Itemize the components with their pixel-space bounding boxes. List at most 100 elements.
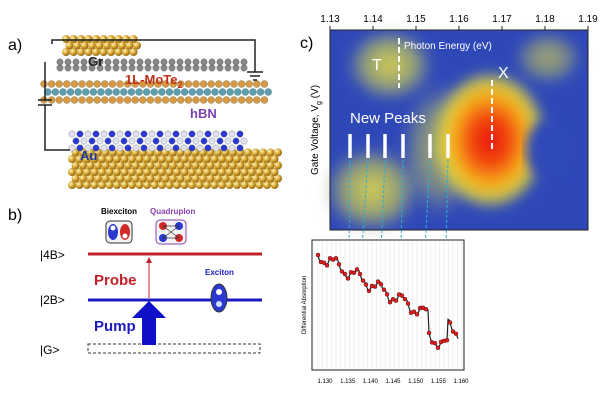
au-atom [84,35,93,43]
axis-title: Differential Absorption [302,276,308,335]
tick-label: 1.130 [317,379,333,385]
au-atom [206,174,215,183]
au-atom [90,155,99,163]
au-atom [251,174,260,183]
hbn-atom [132,144,140,152]
au-atom [135,168,144,176]
graphene-atom [96,58,104,66]
peak-label: X [498,65,509,82]
hbn-atom [212,130,220,138]
mote-atom [199,80,208,88]
au-atom [75,155,84,163]
graphene-atom [168,58,176,66]
hbn-atom [184,137,192,145]
mote-atom [146,80,155,88]
hbn-atom [176,137,184,145]
au-atom [113,168,121,176]
mote-atom [139,80,147,88]
hbn-atom [124,130,132,138]
au-atom [270,155,279,163]
au-atom [71,174,80,183]
spectrum-point [426,330,432,336]
spectrum-point [321,260,327,265]
hbn-atom [216,137,224,145]
au-atom [69,48,78,56]
mote-atom [59,88,67,96]
spectrum-point [345,276,351,281]
hbn-atom [104,137,112,145]
au-atom [77,48,85,56]
hbn-atom [188,144,196,152]
au-atom [110,41,119,50]
spectrum-point [339,269,345,274]
mote-atom [260,96,269,104]
au-atom [169,174,177,183]
au-atom [244,174,252,183]
spectrum-point [360,278,366,283]
au-atom [154,161,162,170]
mote-atom [135,88,143,96]
hbn-atom [140,144,148,152]
hbn-atom [124,144,132,152]
au-atom [101,161,110,170]
hbn-atom [168,137,176,145]
level-label: |G> [40,343,59,357]
tick-label: 1.18 [535,14,555,25]
au-atom [240,181,249,189]
spectrum-point [315,252,321,258]
wire [44,62,70,151]
au-atom [120,168,129,176]
mote-atom [142,88,151,96]
hbn-atom [160,137,168,145]
au-atom [259,148,267,157]
inset-axis: 1.130 1.135 1.140 1.145 1.150 1.155 1.160 [317,379,469,385]
au-atom [84,48,93,56]
mote-atom [85,80,94,88]
quadruplon-icon [155,219,187,245]
mote-atom [154,96,162,104]
au-atom [263,181,271,189]
au-atom [133,41,141,50]
graphene-atom [128,64,136,72]
au-atom [90,181,99,189]
mote-atom [169,96,177,104]
panel-label: c) [300,35,313,52]
mote-atom [203,88,212,96]
spectrum-point [399,293,405,298]
hbn-atom [100,130,108,138]
mote-atom [70,80,79,88]
mote-atom [192,96,200,104]
au-atom [233,155,241,163]
mote-atom [55,80,63,88]
mote-atom [196,88,204,96]
au-atom [143,181,151,189]
spectrum-point [450,329,456,334]
mote-atom [256,88,265,96]
au-atom [98,155,106,163]
mote-atom [215,96,223,104]
au-atom [184,161,192,170]
tick-label: 1.15 [406,14,426,25]
device-illustration [40,35,282,189]
axis-title: Photon Energy (eV) [404,41,492,52]
graphene-atom [160,64,168,72]
au-atom [191,161,200,170]
mote-atom [222,96,231,104]
au-atom [221,161,230,170]
spectrum-point [357,271,363,277]
layer-label-main: 1L-MoTe [125,72,177,87]
hbn-atom [152,137,160,145]
au-atom [150,168,159,176]
mote-atom [40,80,48,88]
au-atom [255,181,264,189]
graphene-atom [232,58,240,66]
hbn-atom [240,137,248,145]
spectrum-point [393,298,399,303]
au-atom [109,161,117,170]
graphene-atom [152,58,160,66]
hbn-atom [76,130,84,138]
graphene-atom [144,58,152,66]
au-atom [92,48,100,56]
graphene-atom [128,58,136,66]
hbn-atom [92,130,100,138]
